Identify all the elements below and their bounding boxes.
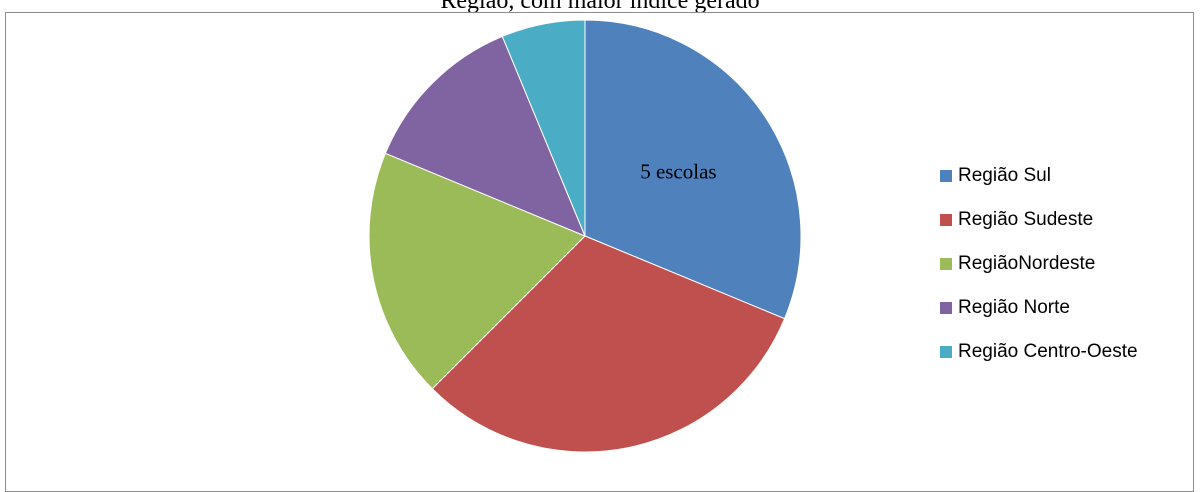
legend-label-1: Região Sul xyxy=(958,165,1051,186)
slice-labels: 5 escolas xyxy=(640,159,716,183)
legend-swatch-2 xyxy=(940,214,952,226)
pie-slice-3 xyxy=(368,152,586,390)
legend-label-5: Região Centro-Oeste xyxy=(958,341,1138,362)
slice-data-label: 5 escolas xyxy=(640,159,716,183)
legend-label-2: Região Sudeste xyxy=(958,209,1093,230)
legend-label-3: RegiãoNordeste xyxy=(958,253,1095,274)
pie-slice-2 xyxy=(431,235,786,453)
legend-label-4: Região Norte xyxy=(958,297,1070,318)
chart-title-fragment: Região, com maior índice gerado xyxy=(0,0,1200,12)
legend: Região Sul Região Sudeste RegiãoNordeste Re… xyxy=(940,165,1138,362)
pie-slice-1 xyxy=(584,19,802,320)
pie-slice-4 xyxy=(384,35,586,237)
legend-swatch-3 xyxy=(940,258,952,270)
pie-slices xyxy=(368,19,802,453)
legend-swatch-4 xyxy=(940,302,952,314)
legend-swatch-5 xyxy=(940,346,952,358)
legend-swatch-1 xyxy=(940,170,952,182)
pie-slice-5 xyxy=(501,19,586,237)
